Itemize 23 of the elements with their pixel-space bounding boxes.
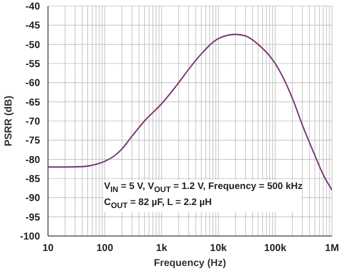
y-tick-label: -90 <box>26 193 40 204</box>
x-axis-title: Frequency (Hz) <box>154 258 226 269</box>
y-tick-label: -100 <box>20 232 40 243</box>
y-tick-label: -65 <box>26 97 40 108</box>
y-axis-title: PSRR (dB) <box>4 96 15 146</box>
y-tick-label: -40 <box>26 2 40 13</box>
x-tick-label: 1M <box>325 243 339 254</box>
x-tick-label: 1k <box>156 243 168 254</box>
y-tick-label: -45 <box>26 20 40 32</box>
y-tick-label: -50 <box>26 40 40 51</box>
y-tick-label: -95 <box>26 212 40 224</box>
annotation: V$_{IN}$ = 5 V, V$_{OUT}$ = 1.2 V, Frequency = 500 kHz <box>104 180 302 196</box>
y-tick-label: -70 <box>26 116 40 128</box>
x-tick-label: 10 <box>42 243 54 254</box>
y-tick-label: -85 <box>26 174 40 186</box>
y-tick-label: -60 <box>26 78 40 90</box>
y-tick-label: -55 <box>26 59 40 70</box>
x-tick-label: 100k <box>264 243 287 254</box>
y-tick-label: -75 <box>26 136 40 147</box>
annotation: C$_{OUT}$ = 82 µF, L = 2.2 µH <box>104 196 213 212</box>
y-tick-label: -80 <box>26 154 40 166</box>
x-tick-label: 10k <box>210 243 228 254</box>
x-tick-label: 100 <box>96 243 114 254</box>
